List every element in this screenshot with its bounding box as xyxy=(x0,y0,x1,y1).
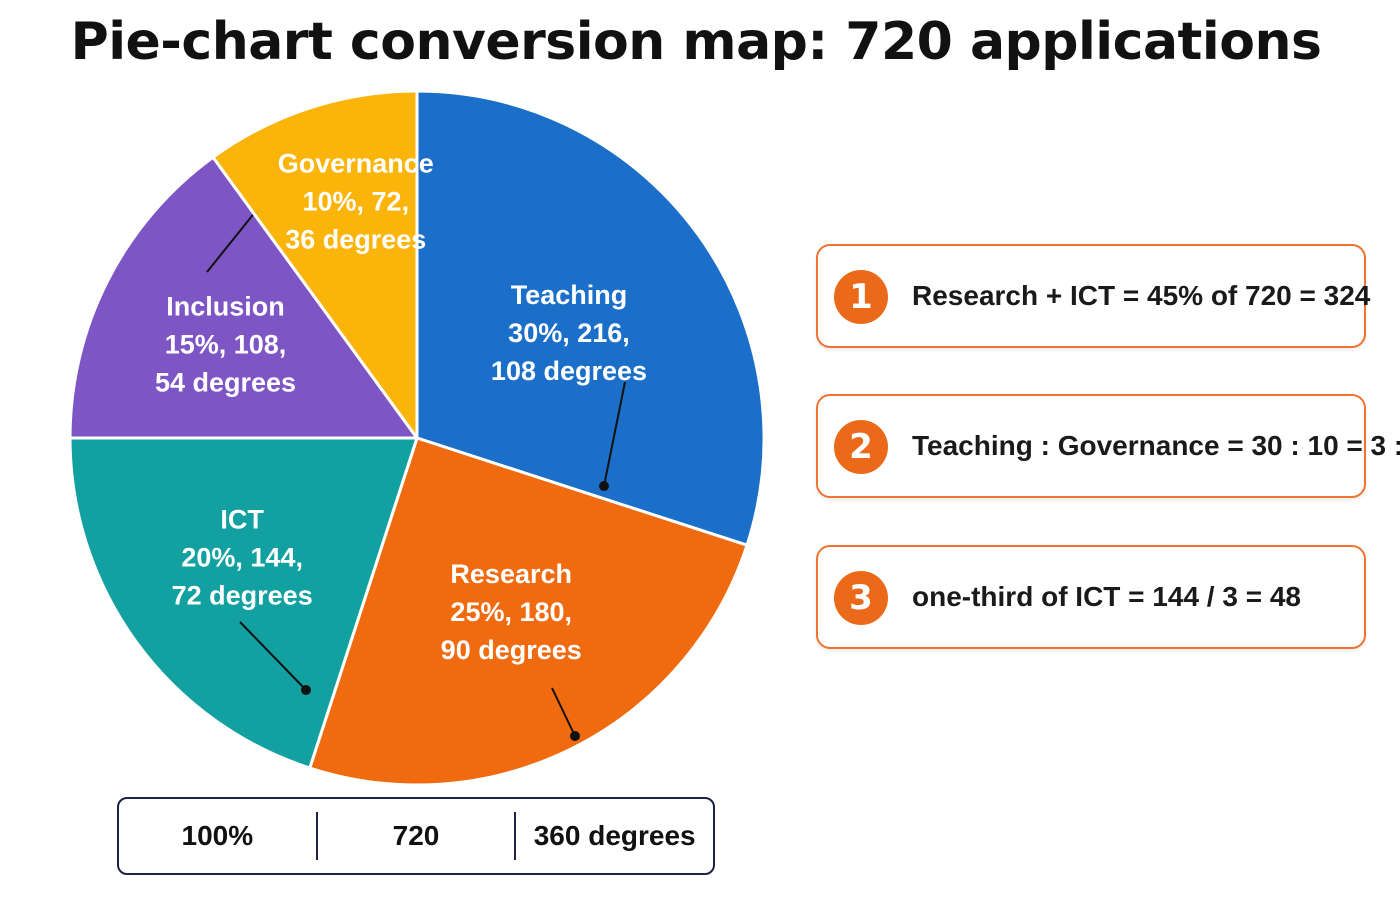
slice-label-line: 30%, 216, xyxy=(508,318,630,348)
slice-label-line: 10%, 72, xyxy=(303,186,410,216)
note-number-badge: 3 xyxy=(834,571,888,625)
slice-label-line: 72 degrees xyxy=(172,580,313,610)
pie-slice-research xyxy=(308,436,749,787)
slice-label-line: 108 degrees xyxy=(491,356,647,386)
note-text: one-third of ICT = 144 / 3 = 48 xyxy=(912,581,1301,612)
note-card-2: 2 Teaching : Governance = 30 : 10 = 3 : … xyxy=(816,394,1400,498)
slice-label-line: 90 degrees xyxy=(441,635,582,665)
pie-slice-ict xyxy=(68,436,419,770)
leader-line xyxy=(603,381,626,487)
note-card-3: 3 one-third of ICT = 144 / 3 = 48 xyxy=(816,545,1366,649)
pie-slice-teaching xyxy=(415,89,766,547)
leader-dot xyxy=(301,685,311,695)
pie-slice-inclusion xyxy=(68,155,419,440)
slice-label-line: Governance xyxy=(278,148,434,178)
slice-label-line: 20%, 144, xyxy=(181,542,303,572)
totals-percent: 100% xyxy=(181,820,254,851)
slice-label-line: 25%, 180, xyxy=(450,597,572,627)
slice-label-line: ICT xyxy=(220,504,264,534)
pie-slice-governance xyxy=(211,89,419,440)
slice-label-governance: Governance 10%, 72, 36 degrees xyxy=(278,148,434,254)
totals-degrees: 360 degrees xyxy=(533,820,696,851)
slice-label-line: 54 degrees xyxy=(155,367,296,397)
slice-label-line: Inclusion xyxy=(166,291,285,321)
leader-line xyxy=(551,687,576,737)
note-text: Research + ICT = 45% of 720 = 324 xyxy=(912,280,1371,311)
chart-title: Pie-chart conversion map: 720 applicatio… xyxy=(70,12,1322,72)
totals-count: 720 xyxy=(392,820,440,851)
leader-dot xyxy=(599,481,609,491)
slice-label-research: Research 25%, 180, 90 degrees xyxy=(441,559,582,665)
note-number-badge: 1 xyxy=(834,270,888,324)
leader-dot xyxy=(570,731,580,741)
slice-label-inclusion: Inclusion 15%, 108, 54 degrees xyxy=(155,291,296,397)
slice-label-line: Research xyxy=(450,559,572,589)
note-text: Teaching : Governance = 30 : 10 = 3 : 1 xyxy=(912,430,1400,461)
note-number-badge: 2 xyxy=(834,420,888,474)
slice-label-line: 15%, 108, xyxy=(165,329,287,359)
slice-label-line: Teaching xyxy=(511,280,628,310)
leader-line xyxy=(239,621,307,691)
slice-label-ict: ICT 20%, 144, 72 degrees xyxy=(172,504,313,610)
totals-bar: 100% 720 360 degrees xyxy=(117,797,715,875)
slice-label-teaching: Teaching 30%, 216, 108 degrees xyxy=(491,280,647,386)
totals-divider xyxy=(514,812,517,860)
totals-divider xyxy=(315,812,318,860)
note-card-1: 1 Research + ICT = 45% of 720 = 324 xyxy=(816,244,1370,348)
slice-label-line: 36 degrees xyxy=(285,224,426,254)
